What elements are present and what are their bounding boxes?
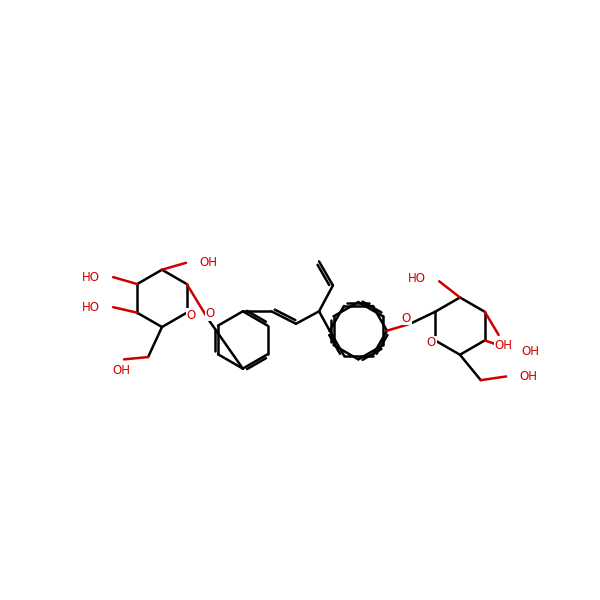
Text: O: O: [427, 336, 436, 349]
Text: HO: HO: [82, 301, 100, 314]
Text: HO: HO: [82, 271, 100, 284]
Text: OH: OH: [522, 344, 540, 358]
Text: OH: OH: [113, 364, 131, 377]
Text: OH: OH: [494, 338, 512, 352]
Text: O: O: [187, 308, 196, 322]
Text: OH: OH: [199, 256, 217, 269]
Text: O: O: [206, 307, 215, 320]
Text: OH: OH: [519, 370, 537, 383]
Text: HO: HO: [408, 272, 426, 286]
Text: O: O: [402, 312, 411, 325]
